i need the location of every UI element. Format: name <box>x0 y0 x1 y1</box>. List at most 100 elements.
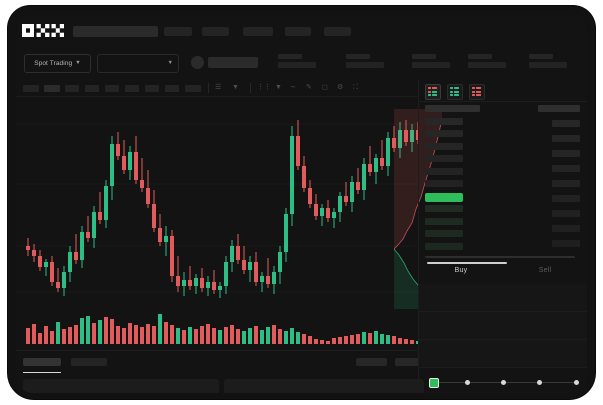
active-tab-indicator <box>23 372 61 373</box>
stat-volume <box>529 54 567 68</box>
interval-button-3[interactable] <box>65 85 79 92</box>
orders-action-1[interactable] <box>356 358 387 366</box>
orderbook-trade-row[interactable] <box>538 105 580 112</box>
orderbook-bids-icon[interactable] <box>447 84 463 100</box>
interval-button-9[interactable] <box>185 85 201 92</box>
trade-tab-group: Buy Sell <box>419 262 587 284</box>
pair-select[interactable]: ▼ <box>97 54 179 73</box>
search-input[interactable] <box>73 26 158 37</box>
orders-action-2[interactable] <box>395 358 426 366</box>
tab-sell[interactable]: Sell <box>538 267 552 274</box>
interval-button-2[interactable] <box>44 85 60 92</box>
order-price-field[interactable] <box>419 284 587 312</box>
orderbook-mode-group <box>425 84 485 100</box>
orderbook-row[interactable] <box>425 105 480 112</box>
app-window: Spot Trading ▼ ▼ <box>16 14 587 393</box>
chevron-down-icon: ▼ <box>167 60 173 66</box>
volume-svg <box>26 314 420 344</box>
order-total-field[interactable] <box>419 340 587 368</box>
orderbook-trade-row[interactable] <box>552 240 580 247</box>
settings-icon[interactable]: ⚙ <box>337 84 344 91</box>
active-tab-indicator <box>427 262 507 264</box>
orderbook-rows[interactable] <box>419 102 587 254</box>
volume-chart <box>16 304 420 349</box>
chevron-down-icon: ▼ <box>75 59 81 66</box>
nav-item-2[interactable] <box>202 27 229 36</box>
nav-item-4[interactable] <box>285 27 311 36</box>
stat-label <box>529 54 553 59</box>
amount-percent-slider[interactable] <box>429 378 579 388</box>
orderbook-trade-row[interactable] <box>552 165 580 172</box>
okx-logo-icon[interactable] <box>22 24 64 37</box>
orderbook-row[interactable] <box>425 167 463 175</box>
orderbook-current-price-row[interactable] <box>425 192 463 202</box>
interval-button-7[interactable] <box>145 85 159 92</box>
candlestick-icon[interactable]: ☰ <box>215 84 222 91</box>
fullscreen-icon[interactable]: ⛶ <box>353 84 358 91</box>
stat-value <box>412 62 450 68</box>
indicators-icon[interactable]: ⋮⋮ <box>257 84 271 91</box>
camera-icon[interactable]: ◻ <box>322 84 328 91</box>
interval-button-1[interactable] <box>23 85 39 92</box>
nav-item-5[interactable] <box>324 27 351 36</box>
device-frame: Spot Trading ▼ ▼ <box>8 6 595 399</box>
orderbook-row[interactable] <box>425 130 463 137</box>
interval-button-8[interactable] <box>165 85 179 92</box>
stat-label <box>468 54 492 59</box>
chevron-down-icon[interactable]: ▼ <box>232 84 239 91</box>
nav-item-1[interactable] <box>164 27 192 36</box>
orders-card-1 <box>23 379 219 393</box>
orderbook-trade-row[interactable] <box>552 210 580 217</box>
stat-value <box>529 62 567 68</box>
top-navigation-bar <box>16 14 587 46</box>
interval-button-6[interactable] <box>125 85 139 92</box>
slider-stop-25[interactable] <box>465 379 470 385</box>
interval-button-4[interactable] <box>85 85 99 92</box>
orders-tab-open[interactable] <box>23 358 61 366</box>
order-amount-field[interactable] <box>419 312 587 340</box>
slider-stop-75[interactable] <box>537 379 542 385</box>
price-chart[interactable] <box>16 96 418 301</box>
orderbook-row[interactable] <box>425 242 463 250</box>
tab-buy[interactable]: Buy <box>454 267 468 274</box>
orderbook-scrollbar[interactable] <box>425 256 575 258</box>
orderbook-trade-row[interactable] <box>552 225 580 232</box>
orders-card-2 <box>224 379 424 393</box>
orderbook-both-icon[interactable] <box>425 84 441 100</box>
slider-stop-100[interactable] <box>574 379 579 385</box>
market-type-label: Spot Trading <box>34 60 73 67</box>
market-type-button[interactable]: Spot Trading ▼ <box>24 54 91 73</box>
orderbook-row[interactable] <box>425 230 463 237</box>
toolbar-divider <box>208 83 209 93</box>
trade-sidebar: Buy Sell <box>418 80 587 393</box>
orderbook-row[interactable] <box>425 205 463 212</box>
stat-label <box>346 54 370 59</box>
line-tool-icon[interactable]: ∼ <box>290 84 296 91</box>
orderbook-trade-row[interactable] <box>552 120 580 127</box>
orderbook-row[interactable] <box>425 180 463 187</box>
slider-handle[interactable] <box>429 378 439 388</box>
stat-value <box>278 62 316 68</box>
orderbook-trade-row[interactable] <box>552 150 580 157</box>
orderbook-asks-icon[interactable] <box>469 84 485 100</box>
interval-button-5[interactable] <box>105 85 119 92</box>
orderbook-row[interactable] <box>425 155 463 162</box>
slider-stop-50[interactable] <box>501 379 506 385</box>
stat-high <box>412 54 450 68</box>
orderbook-row[interactable] <box>425 142 463 150</box>
orderbook-trade-row[interactable] <box>552 180 580 187</box>
chevron-down-icon[interactable]: ▼ <box>275 84 282 91</box>
orderbook-row[interactable] <box>425 217 463 225</box>
orderbook-row[interactable] <box>425 117 463 125</box>
nav-item-3[interactable] <box>243 27 273 36</box>
orders-panel <box>16 350 426 393</box>
pencil-icon[interactable]: ✎ <box>306 84 312 91</box>
stat-low <box>468 54 506 68</box>
stat-last-price <box>278 54 316 68</box>
chart-toolbar: ☰ ▼ ⋮⋮ ▼ ∼ ✎ ◻ ⚙ ⛶ <box>16 80 418 97</box>
stat-label <box>278 54 302 59</box>
orderbook-trade-row[interactable] <box>552 135 580 142</box>
orders-tab-history[interactable] <box>71 358 107 366</box>
orderbook-trade-row[interactable] <box>552 195 580 202</box>
